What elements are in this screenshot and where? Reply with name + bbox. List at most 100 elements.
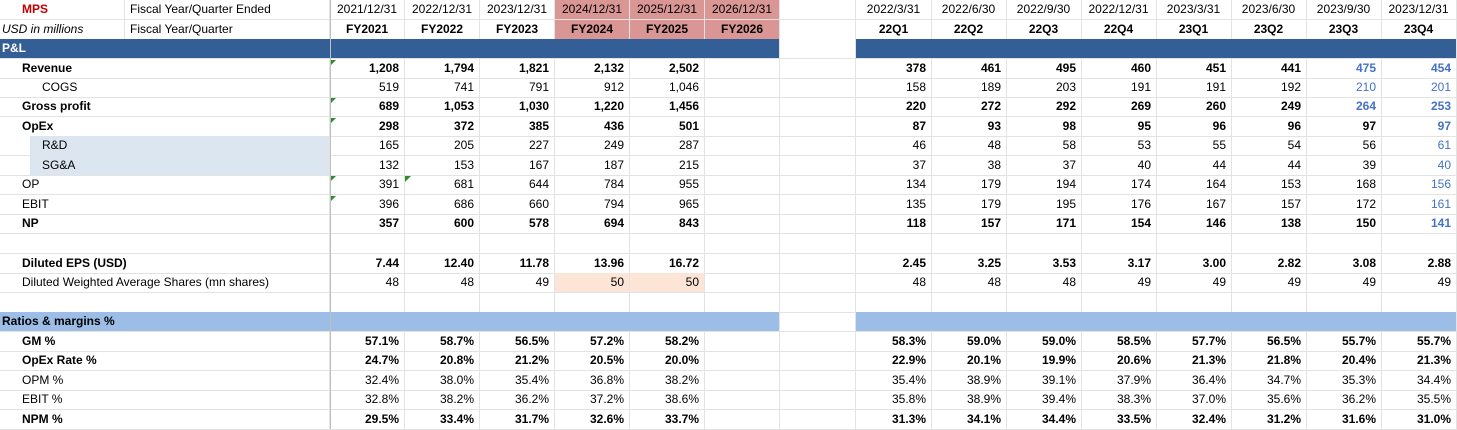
- quarter-value-cell[interactable]: 138: [1231, 214, 1307, 234]
- row-label[interactable]: Diluted EPS (USD): [0, 254, 330, 274]
- annual-value-cell[interactable]: 50: [555, 273, 630, 293]
- annual-value-cell[interactable]: 167: [480, 156, 555, 176]
- quarter-value-cell[interactable]: 59.0%: [931, 332, 1007, 352]
- fiscal-period-label[interactable]: Fiscal Year/Quarter: [125, 20, 330, 40]
- quarter-value-cell[interactable]: 36.4%: [1156, 371, 1232, 391]
- annual-value-cell[interactable]: 35.4%: [480, 371, 555, 391]
- annual-value-cell[interactable]: 58.7%: [405, 332, 480, 352]
- row-label[interactable]: SG&A: [0, 156, 330, 176]
- quarter-value-cell[interactable]: [1306, 234, 1382, 254]
- quarter-value-cell[interactable]: 172: [1306, 195, 1382, 215]
- annual-value-cell[interactable]: 32.6%: [555, 410, 630, 430]
- quarter-value-cell[interactable]: 20.4%: [1306, 351, 1382, 371]
- quarter-period-cell[interactable]: 22Q4: [1081, 20, 1157, 40]
- annual-value-cell[interactable]: 33.4%: [405, 410, 480, 430]
- quarter-value-cell[interactable]: 32.4%: [1156, 410, 1232, 430]
- quarter-value-cell[interactable]: 191: [1081, 78, 1157, 98]
- quarter-date-cell[interactable]: 2022/6/30: [931, 0, 1007, 20]
- annual-value-cell[interactable]: 578: [480, 214, 555, 234]
- quarter-value-cell[interactable]: 55.7%: [1306, 332, 1382, 352]
- quarter-value-cell[interactable]: 460: [1081, 59, 1157, 79]
- empty-cell[interactable]: [780, 78, 856, 98]
- empty-cell[interactable]: [780, 273, 856, 293]
- annual-value-cell[interactable]: 50: [630, 273, 705, 293]
- annual-value-cell[interactable]: [705, 136, 780, 156]
- annual-value-cell[interactable]: 660: [480, 195, 555, 215]
- section-title-pl[interactable]: P&L: [0, 39, 780, 59]
- quarter-value-cell[interactable]: 2.88: [1381, 254, 1457, 274]
- annual-date-cell[interactable]: 2024/12/31: [555, 0, 630, 20]
- quarter-value-cell[interactable]: 35.4%: [856, 371, 932, 391]
- annual-value-cell[interactable]: 955: [630, 175, 705, 195]
- quarter-value-cell[interactable]: 48: [931, 136, 1007, 156]
- empty-cell[interactable]: [780, 371, 856, 391]
- quarter-value-cell[interactable]: 35.3%: [1306, 371, 1382, 391]
- annual-value-cell[interactable]: 48: [330, 273, 405, 293]
- annual-value-cell[interactable]: [705, 273, 780, 293]
- empty-cell[interactable]: [780, 156, 856, 176]
- annual-period-cell[interactable]: FY2021: [330, 20, 405, 40]
- quarter-value-cell[interactable]: 192: [1231, 78, 1307, 98]
- row-label[interactable]: GM %: [0, 332, 330, 352]
- quarter-value-cell[interactable]: 461: [931, 59, 1007, 79]
- quarter-value-cell[interactable]: 210: [1306, 78, 1382, 98]
- annual-value-cell[interactable]: 791: [480, 78, 555, 98]
- annual-value-cell[interactable]: [330, 234, 405, 254]
- quarter-value-cell[interactable]: 264: [1306, 97, 1382, 117]
- quarter-value-cell[interactable]: 55: [1156, 136, 1232, 156]
- row-label[interactable]: NP: [0, 214, 330, 234]
- row-label[interactable]: R&D: [0, 136, 330, 156]
- quarter-value-cell[interactable]: 168: [1306, 175, 1382, 195]
- annual-value-cell[interactable]: 37.2%: [555, 390, 630, 410]
- quarter-period-cell[interactable]: 23Q4: [1381, 20, 1457, 40]
- quarter-value-cell[interactable]: 38.9%: [931, 371, 1007, 391]
- annual-value-cell[interactable]: 36.2%: [480, 390, 555, 410]
- annual-value-cell[interactable]: [705, 195, 780, 215]
- annual-value-cell[interactable]: 205: [405, 136, 480, 156]
- annual-value-cell[interactable]: 1,046: [630, 78, 705, 98]
- quarter-value-cell[interactable]: 39: [1306, 156, 1382, 176]
- quarter-value-cell[interactable]: 249: [1231, 97, 1307, 117]
- company-name[interactable]: MPS: [0, 0, 125, 20]
- quarter-value-cell[interactable]: 191: [1156, 78, 1232, 98]
- quarter-value-cell[interactable]: 49: [1156, 273, 1232, 293]
- empty-cell[interactable]: [780, 234, 856, 254]
- quarter-value-cell[interactable]: 31.6%: [1306, 410, 1382, 430]
- quarter-value-cell[interactable]: 174: [1081, 175, 1157, 195]
- empty-cell[interactable]: [780, 117, 856, 137]
- annual-value-cell[interactable]: [555, 293, 630, 313]
- annual-value-cell[interactable]: [705, 410, 780, 430]
- quarter-value-cell[interactable]: 31.0%: [1381, 410, 1457, 430]
- quarter-value-cell[interactable]: 19.9%: [1006, 351, 1082, 371]
- annual-value-cell[interactable]: 58.2%: [630, 332, 705, 352]
- annual-value-cell[interactable]: 38.6%: [630, 390, 705, 410]
- units-label[interactable]: USD in millions: [0, 20, 125, 40]
- quarter-value-cell[interactable]: 3.08: [1306, 254, 1382, 274]
- annual-value-cell[interactable]: 16.72: [630, 254, 705, 274]
- annual-value-cell[interactable]: [705, 254, 780, 274]
- quarter-value-cell[interactable]: 441: [1231, 59, 1307, 79]
- comment-marker-icon[interactable]: [330, 98, 336, 104]
- annual-value-cell[interactable]: 20.0%: [630, 351, 705, 371]
- quarter-value-cell[interactable]: 37.0%: [1156, 390, 1232, 410]
- annual-value-cell[interactable]: 298: [330, 117, 405, 137]
- quarter-value-cell[interactable]: 146: [1156, 214, 1232, 234]
- annual-value-cell[interactable]: 20.5%: [555, 351, 630, 371]
- quarter-value-cell[interactable]: [856, 293, 932, 313]
- empty-cell[interactable]: [780, 59, 856, 79]
- annual-value-cell[interactable]: 1,030: [480, 97, 555, 117]
- annual-value-cell[interactable]: 153: [405, 156, 480, 176]
- quarter-value-cell[interactable]: 49: [1306, 273, 1382, 293]
- annual-value-cell[interactable]: 1,821: [480, 59, 555, 79]
- row-label[interactable]: Gross profit: [0, 97, 330, 117]
- annual-value-cell[interactable]: 36.8%: [555, 371, 630, 391]
- quarter-value-cell[interactable]: 55.7%: [1381, 332, 1457, 352]
- quarter-value-cell[interactable]: 220: [856, 97, 932, 117]
- quarter-value-cell[interactable]: 37: [1006, 156, 1082, 176]
- annual-value-cell[interactable]: [405, 234, 480, 254]
- quarter-value-cell[interactable]: [931, 234, 1007, 254]
- quarter-value-cell[interactable]: 37.9%: [1081, 371, 1157, 391]
- annual-value-cell[interactable]: [705, 351, 780, 371]
- quarter-value-cell[interactable]: 269: [1081, 97, 1157, 117]
- empty-cell[interactable]: [780, 410, 856, 430]
